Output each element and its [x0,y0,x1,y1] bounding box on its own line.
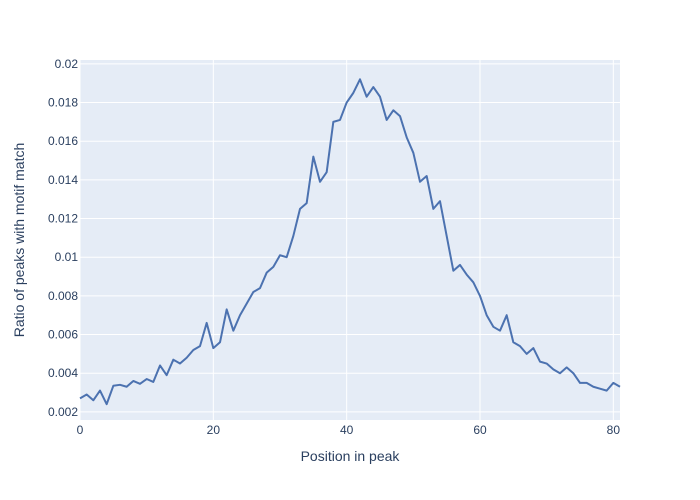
x-gridlines [79,60,614,420]
series-line [79,78,621,406]
x-tick-label: 40 [340,423,354,437]
y-tick-label: 0.006 [48,328,78,342]
y-tick-label: 0.01 [55,250,79,264]
y-tick-label: 0.02 [55,57,79,71]
y-tick-label: 0.018 [48,96,78,110]
series-line-group [79,78,621,406]
y-tick-labels: 0.002 0.004 0.006 0.008 0.01 0.012 0.014 0.016 0… [48,57,78,419]
y-tick-label: 0.012 [48,212,78,226]
x-tick-labels: 0 20 40 60 80 [77,423,621,437]
x-axis-title: Position in peak [301,448,401,464]
y-tick-label: 0.002 [48,405,78,419]
x-tick-label: 20 [207,423,221,437]
x-tick-label: 60 [473,423,487,437]
y-axis-title: Ratio of peaks with motif match [11,143,27,338]
plot-background [80,60,620,420]
y-gridlines [80,63,620,413]
y-tick-label: 0.004 [48,366,78,380]
x-tick-label: 0 [77,423,84,437]
x-tick-label: 80 [607,423,621,437]
y-tick-label: 0.008 [48,289,78,303]
y-tick-label: 0.016 [48,134,78,148]
y-tick-label: 0.014 [48,173,78,187]
